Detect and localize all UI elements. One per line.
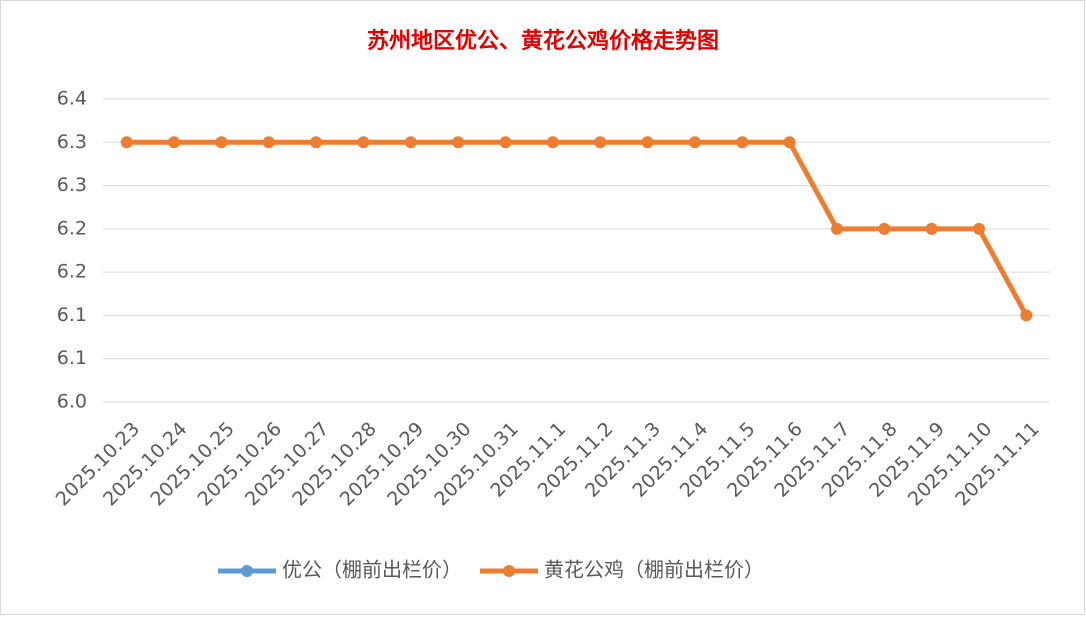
y-tick-label: 6.0 — [57, 391, 87, 413]
y-tick-label: 6.1 — [57, 347, 87, 369]
data-point — [262, 136, 275, 149]
data-point — [404, 136, 417, 149]
data-point — [120, 136, 133, 149]
data-point — [736, 136, 749, 149]
y-tick-label: 6.4 — [57, 88, 87, 110]
y-tick-label: 6.1 — [57, 304, 87, 326]
data-point — [641, 136, 654, 149]
y-tick-label: 6.3 — [57, 131, 87, 153]
data-point — [168, 136, 181, 149]
data-point — [878, 222, 891, 235]
y-tick-label: 6.3 — [57, 174, 87, 196]
chart-title: 苏州地区优公、黄花公鸡价格走势图 — [367, 28, 719, 54]
series-line — [126, 139, 1029, 317]
data-point — [1020, 309, 1033, 322]
legend-label: 优公（棚前出栏价） — [282, 558, 462, 582]
data-point — [594, 136, 607, 149]
data-point — [830, 222, 843, 235]
data-point — [499, 136, 512, 149]
data-point — [546, 136, 559, 149]
data-point — [688, 136, 701, 149]
legend-marker — [503, 565, 515, 577]
data-point — [783, 136, 796, 149]
data-point — [215, 136, 228, 149]
data-point — [972, 222, 985, 235]
data-point — [310, 136, 323, 149]
y-tick-label: 6.2 — [57, 217, 87, 239]
data-point — [452, 136, 465, 149]
legend-marker — [241, 565, 253, 577]
legend-label: 黄花公鸡（棚前出栏价） — [544, 558, 764, 582]
data-point — [925, 222, 938, 235]
data-point — [357, 136, 370, 149]
y-tick-label: 6.2 — [57, 261, 87, 283]
